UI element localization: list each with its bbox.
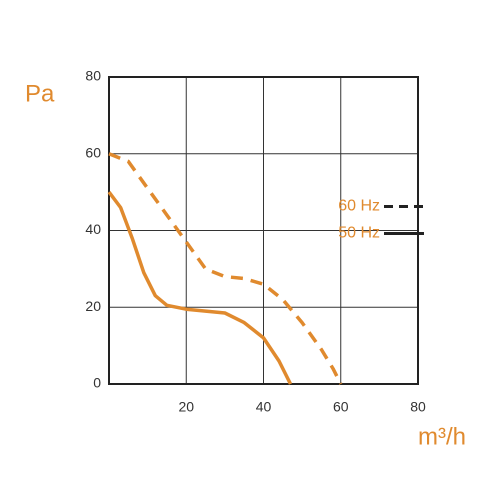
x-tick-label: 20: [178, 399, 194, 415]
y-tick-label: 80: [85, 68, 101, 84]
legend-label: 60 Hz: [338, 198, 380, 215]
series-line: [107, 191, 293, 385]
y-tick-label: 40: [85, 221, 101, 237]
y-tick-label: 20: [85, 298, 101, 314]
series-line: [108, 152, 343, 385]
x-tick-label: 40: [256, 399, 272, 415]
x-tick-label: 80: [410, 399, 426, 415]
y-tick-label: 60: [85, 144, 101, 160]
plot-border: [108, 76, 419, 385]
x-axis-label: m³/h: [418, 423, 466, 450]
y-axis-label: Pa: [25, 80, 55, 107]
legend-label: 50 Hz: [338, 225, 380, 242]
y-tick-label: 0: [93, 375, 101, 391]
x-tick-label: 60: [333, 399, 349, 415]
